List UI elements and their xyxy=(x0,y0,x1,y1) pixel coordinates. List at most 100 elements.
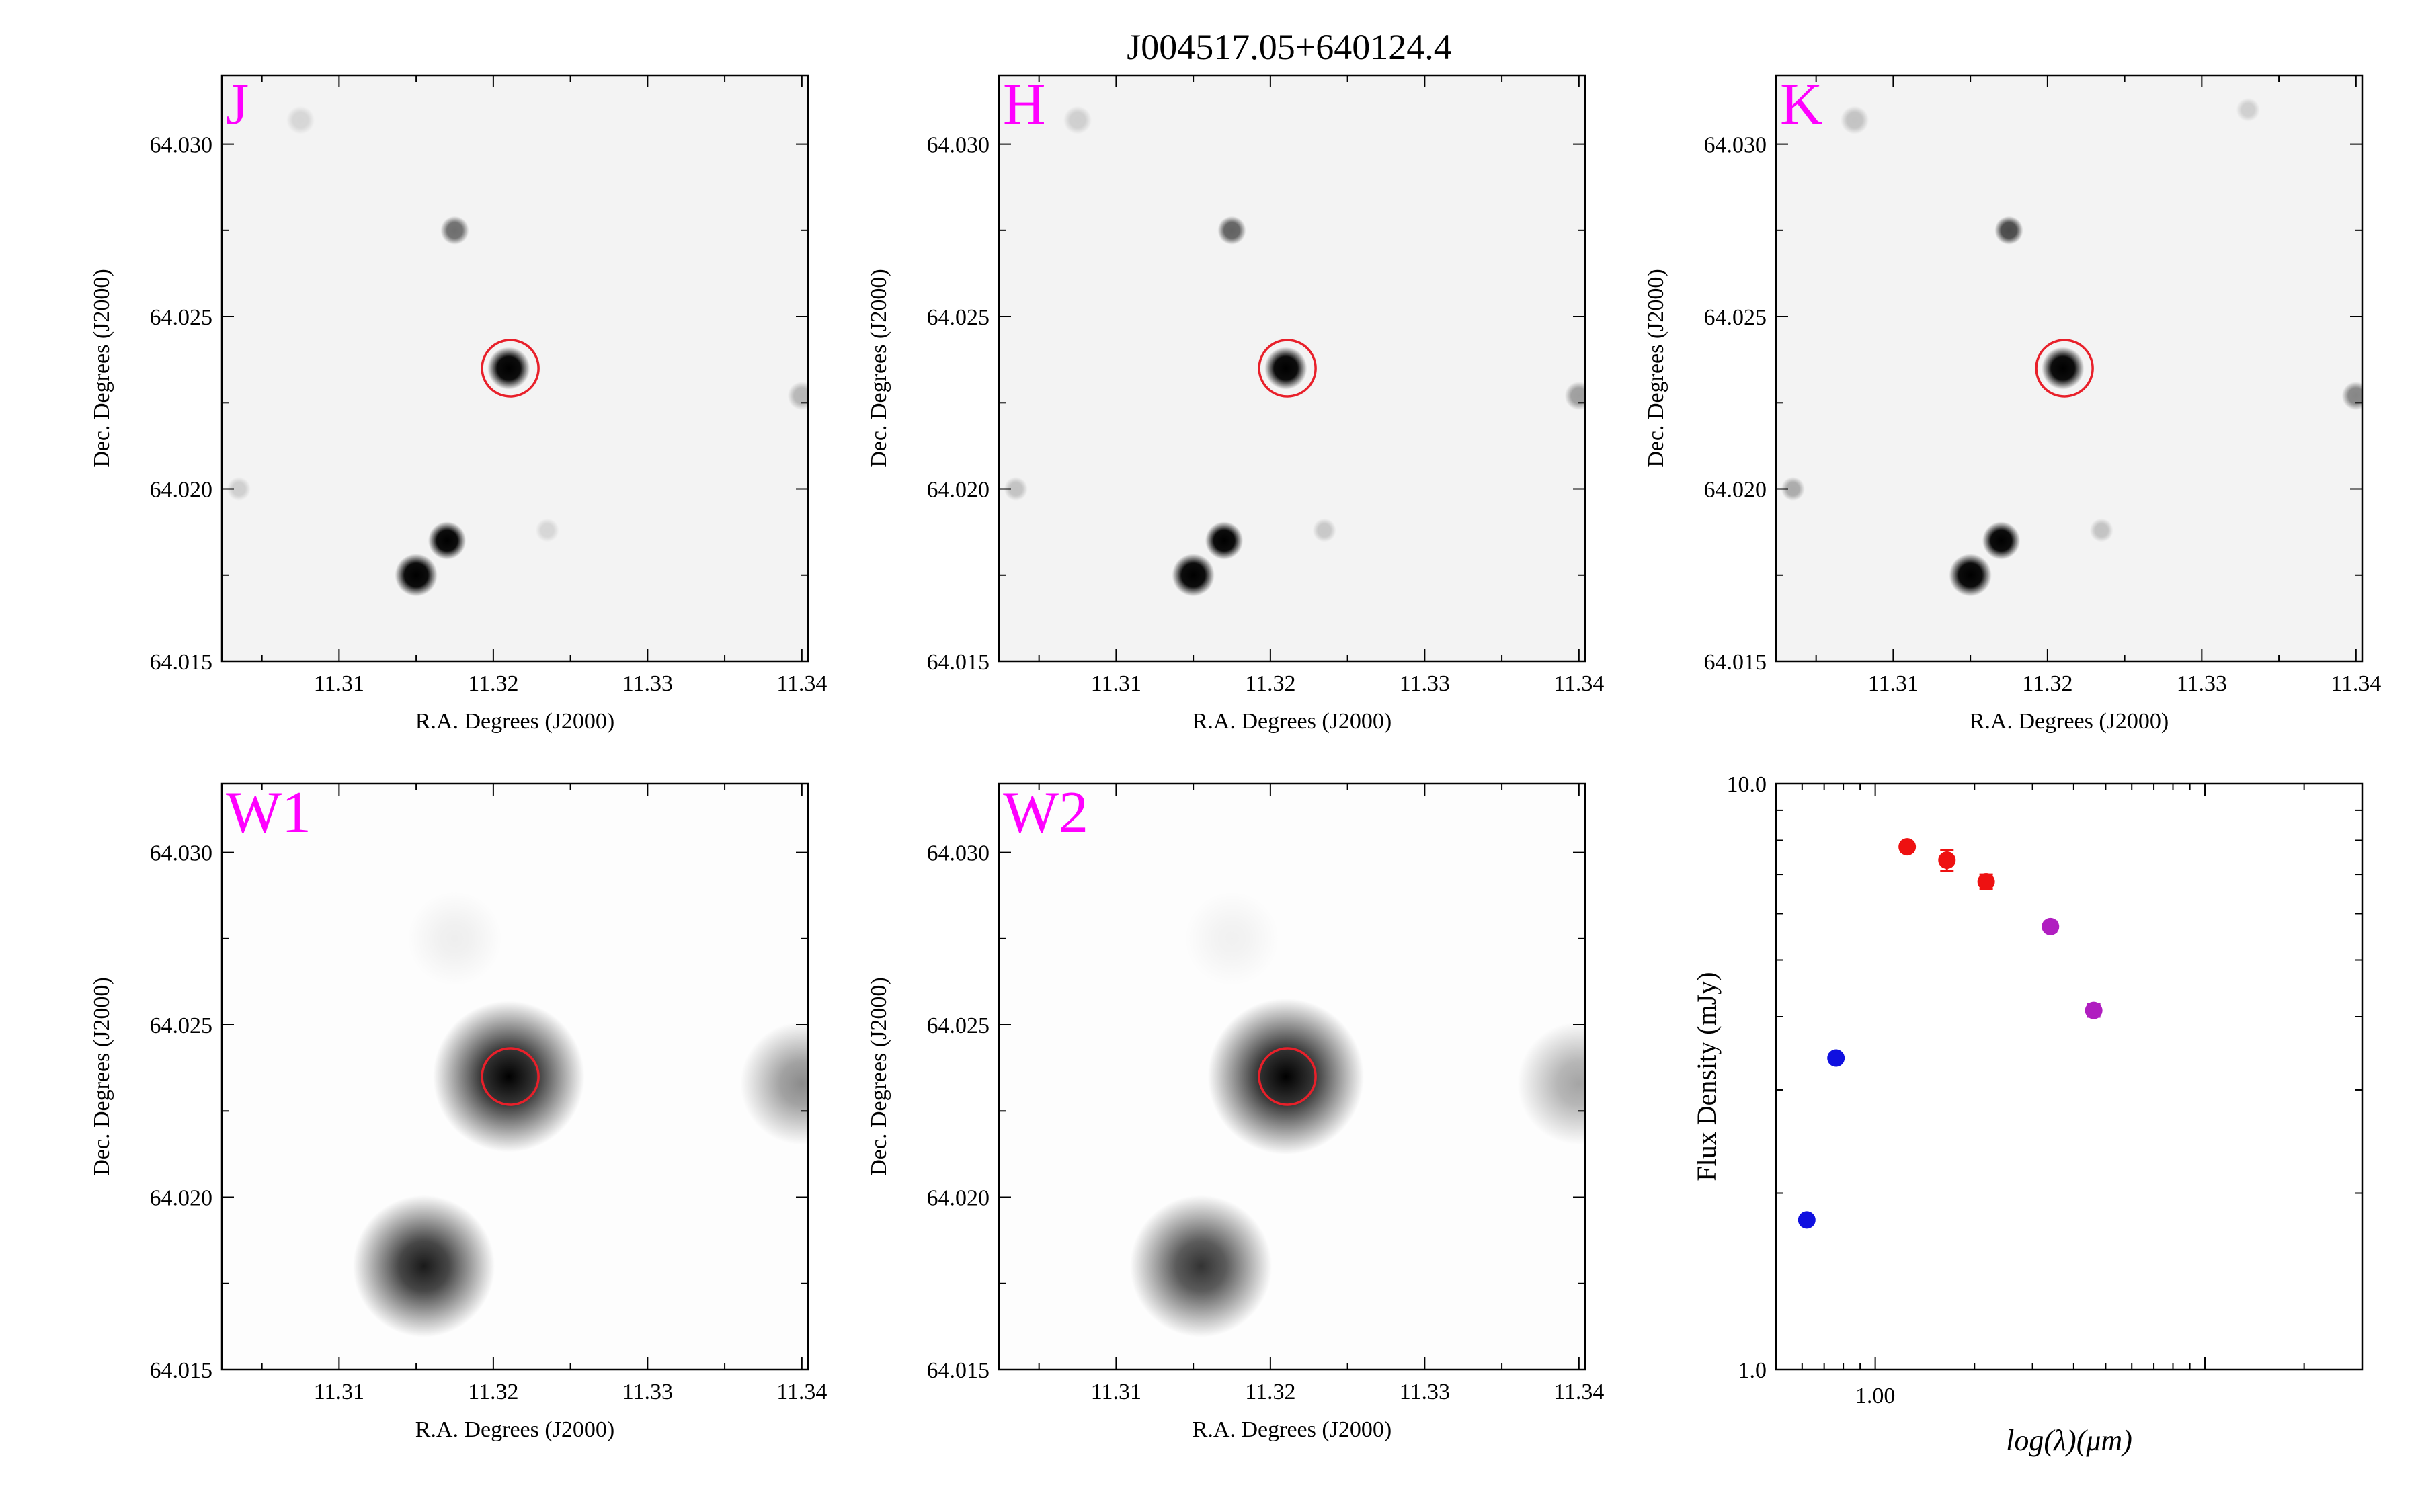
x-tick-label: 11.34 xyxy=(1554,1380,1604,1404)
image-panel-w1: W1 11.31 11.32 11.33 11.34 64.015 64.020 64.025… xyxy=(89,780,827,1442)
x-tick-label: 11.32 xyxy=(1245,1380,1295,1404)
source-blob xyxy=(1184,891,1279,986)
x-tick-label: 11.32 xyxy=(468,671,518,696)
x-tick-label: 11.34 xyxy=(776,671,827,696)
sed-point-1 xyxy=(1798,1211,1816,1229)
source-blob xyxy=(487,347,530,390)
image-panel-w2: W2 11.31 11.32 11.33 11.34 64.015 64.020 64.025… xyxy=(866,780,1604,1442)
sed-frame xyxy=(1775,782,2364,1371)
y-tick-label: 64.030 xyxy=(927,841,990,866)
sed-y-tick-label: 10.0 xyxy=(1727,772,1767,797)
source-blob xyxy=(1130,1195,1273,1337)
y-axis-label: Dec. Degrees (J2000) xyxy=(1644,269,1668,468)
sed-y-axis-label: Flux Density (mJy) xyxy=(1691,972,1722,1181)
y-tick-label: 64.030 xyxy=(1704,133,1767,158)
source-blob xyxy=(407,891,502,986)
x-axis-label: R.A. Degrees (J2000) xyxy=(1970,709,2169,734)
source-blob xyxy=(1004,476,1028,501)
x-tick-label: 11.33 xyxy=(1400,1380,1450,1404)
y-tick-label: 64.015 xyxy=(1704,650,1767,675)
image-sources xyxy=(1781,97,2362,597)
band-label: J xyxy=(226,72,249,137)
source-blob xyxy=(440,216,469,245)
x-axis-label: R.A. Degrees (J2000) xyxy=(415,709,615,734)
x-tick-label: 11.31 xyxy=(314,671,364,696)
sed-point-4 xyxy=(1938,849,1956,872)
source-blob xyxy=(2089,518,2113,542)
y-tick-label: 64.020 xyxy=(927,478,990,503)
target-circle-marker xyxy=(1258,339,1317,398)
y-tick-label: 64.025 xyxy=(927,305,990,330)
y-tick-label: 64.030 xyxy=(150,841,213,866)
x-tick-label: 11.32 xyxy=(468,1380,518,1404)
image-panels: J 11.31 11.32 11.33 11.34 64.015 64.020 64.025 6… xyxy=(89,72,2381,1442)
image-sources xyxy=(227,106,808,597)
band-label: W2 xyxy=(1003,780,1088,845)
y-tick-label: 64.025 xyxy=(1704,305,1767,330)
y-axis-label: Dec. Degrees (J2000) xyxy=(866,977,891,1176)
target-circle-marker xyxy=(481,339,540,398)
figure-title: J004517.05+640124.4 xyxy=(1127,27,1451,67)
band-label: W1 xyxy=(226,780,311,845)
y-tick-label: 64.020 xyxy=(1704,478,1767,503)
source-blob xyxy=(1205,521,1244,560)
y-tick-label: 64.020 xyxy=(927,1186,990,1211)
source-blob xyxy=(2341,381,2362,411)
source-blob xyxy=(787,381,808,411)
sed-point-2 xyxy=(1827,1049,1845,1067)
source-blob xyxy=(395,554,438,597)
x-tick-label: 11.31 xyxy=(1091,671,1141,696)
source-blob xyxy=(740,1021,808,1145)
panel-frame xyxy=(998,74,1586,663)
source-blob xyxy=(286,106,315,134)
x-tick-label: 11.34 xyxy=(1554,671,1604,696)
source-blob xyxy=(1264,347,1307,390)
y-tick-label: 64.025 xyxy=(150,1013,213,1038)
band-label: K xyxy=(1780,72,1823,137)
x-tick-label: 11.33 xyxy=(622,1380,673,1404)
sed-point-7 xyxy=(2085,1001,2103,1019)
image-sources xyxy=(1130,891,1585,1337)
target-circle-marker xyxy=(481,1047,540,1106)
y-tick-label: 64.025 xyxy=(150,305,213,330)
image-panel-k: K 11.31 11.32 11.33 11.34 64.015 64.020 64.025 6… xyxy=(1644,72,2381,734)
source-blob xyxy=(433,1001,585,1152)
image-panel-j: J 11.31 11.32 11.33 11.34 64.015 64.020 64.025 6… xyxy=(89,72,827,734)
panel-frame xyxy=(220,74,809,663)
source-blob xyxy=(1312,518,1336,542)
x-tick-label: 11.31 xyxy=(314,1380,364,1404)
x-tick-label: 11.32 xyxy=(1245,671,1295,696)
x-axis-label: R.A. Degrees (J2000) xyxy=(415,1417,615,1442)
y-axis-label: Dec. Degrees (J2000) xyxy=(89,977,114,1176)
source-blob xyxy=(1994,216,2023,245)
y-axis-label: Dec. Degrees (J2000) xyxy=(89,269,114,468)
source-blob xyxy=(1564,381,1585,411)
x-tick-label: 11.33 xyxy=(622,671,673,696)
source-blob xyxy=(227,476,251,501)
y-tick-label: 64.020 xyxy=(150,1186,213,1211)
source-blob xyxy=(353,1195,495,1337)
x-tick-label: 11.33 xyxy=(1400,671,1450,696)
y-tick-label: 64.030 xyxy=(927,133,990,158)
source-blob xyxy=(1217,216,1246,245)
source-blob xyxy=(1517,1021,1585,1145)
source-blob xyxy=(1172,554,1215,597)
x-tick-label: 11.31 xyxy=(1091,1380,1141,1404)
source-blob xyxy=(1207,998,1364,1155)
x-axis-label: R.A. Degrees (J2000) xyxy=(1193,709,1392,734)
y-tick-label: 64.015 xyxy=(150,650,213,675)
y-tick-label: 64.020 xyxy=(150,478,213,503)
source-blob xyxy=(535,518,559,542)
x-tick-label: 11.33 xyxy=(2177,671,2227,696)
y-tick-label: 64.015 xyxy=(150,1358,213,1383)
band-label: H xyxy=(1003,72,1046,137)
source-blob xyxy=(2236,97,2260,122)
y-axis-label: Dec. Degrees (J2000) xyxy=(866,269,891,468)
y-tick-label: 64.025 xyxy=(927,1013,990,1038)
sed-y-tick-label: 1.0 xyxy=(1738,1358,1767,1383)
x-axis-label: R.A. Degrees (J2000) xyxy=(1193,1417,1392,1442)
y-tick-label: 64.030 xyxy=(150,133,213,158)
panel-frame xyxy=(998,782,1586,1371)
image-sources xyxy=(353,891,808,1337)
